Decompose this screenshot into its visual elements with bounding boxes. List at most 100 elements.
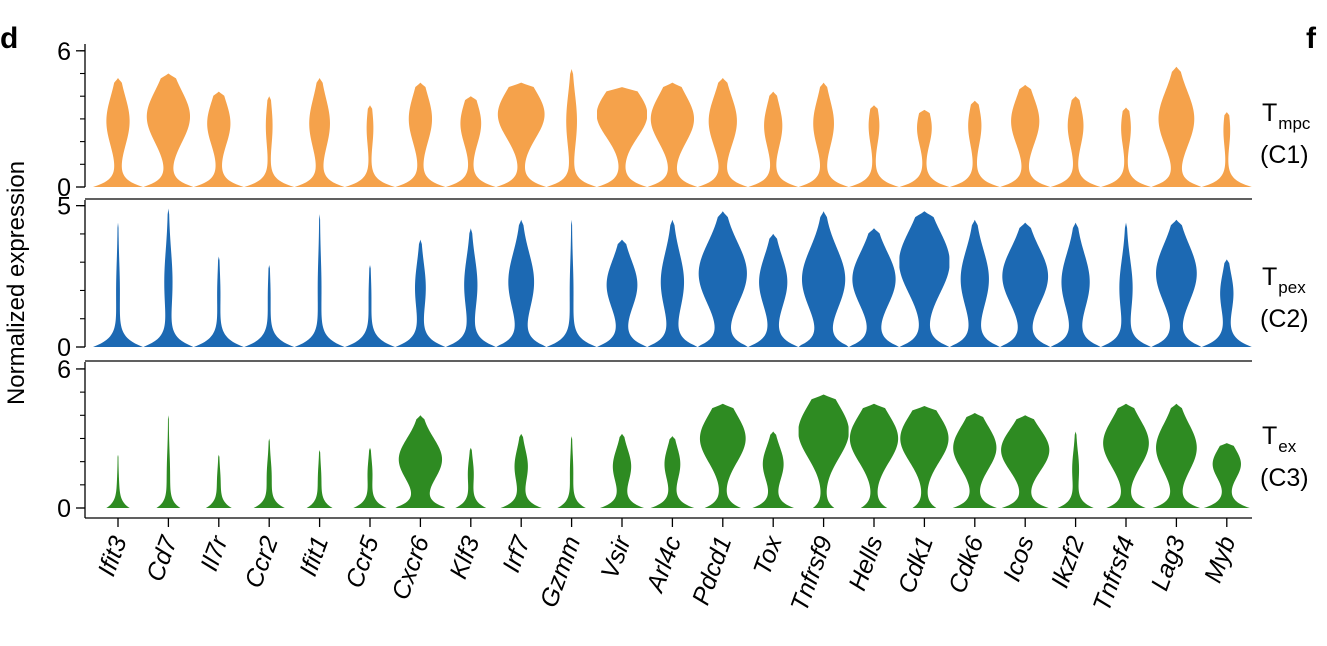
violin-il7r-row1 (193, 91, 244, 187)
violin-cxcr6-row1 (395, 82, 446, 187)
violin-gzmm-row2 (546, 219, 597, 347)
violin-cdk6-row1 (949, 100, 1000, 187)
row-label-pex: Tpex (1262, 263, 1306, 297)
violin-ifit1-row1 (294, 78, 345, 187)
y-tick-label: 0 (57, 174, 71, 202)
violin-ifit1-row3 (306, 450, 333, 508)
gene-label: Klf3 (444, 532, 485, 582)
violin-hells-row1 (849, 105, 899, 187)
violin-myb-row1 (1201, 112, 1252, 187)
violin-il7r-row3 (205, 454, 232, 508)
gene-label: Vsir (596, 531, 638, 583)
violin-pdcd1-row1 (697, 78, 748, 187)
panel-letter-d: d (0, 22, 18, 55)
gene-label: Gzmm (535, 532, 586, 611)
gene-label: Cdk1 (893, 532, 939, 596)
violin-tnfrsf4-row3 (1103, 403, 1149, 508)
violin-tnfrsf9-row3 (798, 394, 849, 508)
violin-tnfrsf4-row2 (1101, 222, 1151, 347)
violin-irf7-row2 (496, 219, 547, 347)
gene-label: Tnfrsf4 (1088, 532, 1141, 615)
y-tick-label: 0 (57, 334, 71, 362)
violin-ifit3-row3 (106, 454, 130, 508)
violin-lag3-row1 (1151, 66, 1202, 187)
violin-tox-row2 (748, 233, 799, 347)
violin-hells-row2 (849, 228, 899, 347)
violin-pdcd1-row2 (697, 211, 748, 347)
violin-hells-row3 (849, 403, 899, 508)
gene-label: Irf7 (497, 531, 536, 576)
violin-ifit1-row2 (294, 214, 345, 347)
violin-tox-row1 (748, 91, 799, 187)
violin-cdk6-row3 (952, 412, 997, 508)
violin-cdk1-row2 (899, 211, 950, 347)
gene-label: Arl4c (641, 532, 688, 597)
row-cluster-label: (C2) (1260, 305, 1309, 333)
violin-lag3-row3 (1152, 403, 1201, 508)
violin-tnfrsf4-row1 (1101, 107, 1151, 187)
gene-label: Tnfrsf9 (785, 532, 838, 615)
y-axis-label: Normalized expression (3, 161, 30, 405)
y-tick-label: 6 (57, 356, 71, 384)
violin-arl4c-row3 (650, 436, 695, 508)
violin-klf3-row3 (455, 447, 487, 508)
violin-gzmm-row3 (557, 436, 586, 508)
gene-label: Hells (843, 532, 888, 594)
violin-ccr2-row3 (253, 438, 285, 508)
violin-tnfrsf9-row1 (798, 82, 849, 187)
gene-label: Cd7 (141, 531, 183, 585)
violin-pdcd1-row3 (699, 403, 746, 508)
gene-label: Lag3 (1146, 532, 1191, 594)
gene-label: Ifit3 (93, 532, 133, 580)
violin-ikzf2-row3 (1057, 431, 1094, 508)
gene-label: Cxcr6 (386, 532, 435, 603)
violin-cd7-row1 (143, 73, 194, 187)
violin-il7r-row2 (193, 256, 244, 347)
violin-ccr5-row1 (345, 105, 395, 187)
violin-cxcr6-row2 (395, 239, 446, 347)
violin-myb-row3 (1203, 443, 1250, 508)
violin-ccr2-row2 (244, 265, 295, 347)
violin-ikzf2-row2 (1050, 222, 1101, 347)
violin-lag3-row2 (1151, 219, 1202, 347)
y-tick-label: 5 (57, 193, 71, 221)
violin-cd7-row3 (156, 415, 181, 508)
gene-label: Il7r (195, 531, 234, 575)
gene-label: Ccr2 (239, 532, 283, 591)
violin-ifit3-row2 (93, 222, 143, 347)
violin-cdk1-row1 (899, 109, 950, 187)
violin-icos-row1 (1000, 84, 1051, 187)
panel-letter-f: f (1306, 22, 1317, 55)
violin-cdk1-row3 (900, 406, 949, 508)
gene-label: Ikzf2 (1046, 532, 1090, 591)
violin-irf7-row3 (500, 433, 542, 508)
row-cluster-label: (C3) (1260, 464, 1309, 492)
violin-icos-row3 (1001, 415, 1050, 508)
violin-cd7-row2 (143, 208, 194, 347)
violin-tox-row3 (752, 431, 795, 508)
violin-icos-row2 (1000, 222, 1051, 347)
gene-label: Ccr5 (340, 532, 384, 591)
violin-myb-row2 (1201, 259, 1252, 347)
violin-ifit3-row1 (93, 78, 143, 187)
violin-klf3-row1 (445, 96, 496, 187)
violin-ccr5-row3 (353, 447, 387, 508)
violin-vsir-row3 (599, 433, 645, 508)
gene-label: Pdcd1 (687, 532, 738, 608)
violin-arl4c-row1 (647, 82, 698, 187)
gene-label: Myb (1199, 532, 1241, 586)
gene-label: Icos (998, 532, 1040, 585)
gene-label: Cdk6 (943, 532, 989, 597)
violin-cxcr6-row3 (395, 415, 446, 508)
row-cluster-label: (C1) (1260, 141, 1309, 169)
violin-cdk6-row2 (949, 219, 1000, 347)
row-label-mpc: Tmpc (1262, 99, 1311, 133)
violin-gzmm-row1 (546, 68, 597, 187)
violin-vsir-row2 (597, 239, 647, 347)
row-label-ex: Tex (1262, 422, 1297, 456)
violin-ccr5-row2 (345, 265, 395, 347)
y-tick-label: 6 (57, 38, 71, 66)
